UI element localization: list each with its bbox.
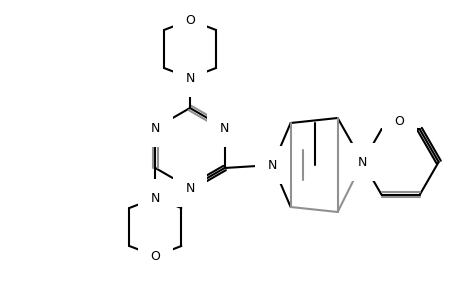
Text: N: N (151, 122, 160, 134)
Text: N: N (185, 182, 194, 194)
Text: O: O (185, 14, 195, 26)
Text: O: O (394, 115, 404, 128)
Text: N: N (357, 155, 367, 169)
Text: O: O (150, 250, 160, 262)
Text: N: N (268, 158, 277, 172)
Text: N: N (185, 71, 194, 85)
Text: N: N (219, 122, 229, 134)
Text: N: N (151, 191, 160, 205)
